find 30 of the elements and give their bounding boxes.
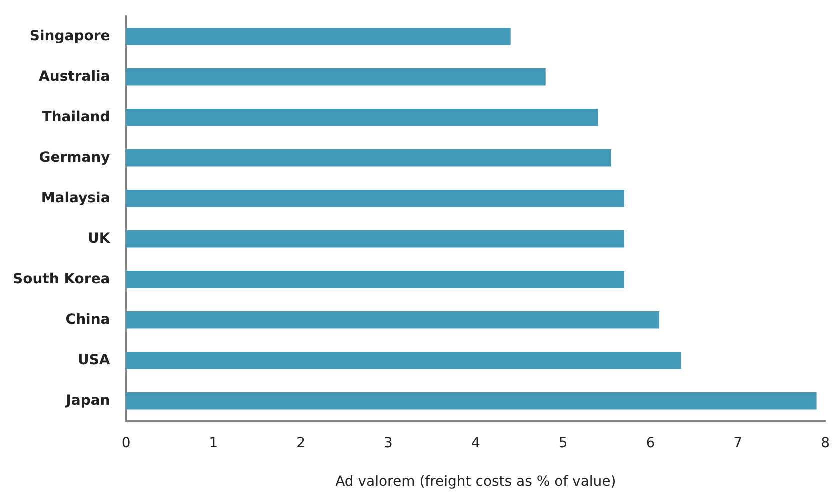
y-tick-label: Singapore bbox=[30, 28, 110, 44]
y-tick-label: UK bbox=[88, 230, 112, 247]
bar bbox=[126, 150, 612, 167]
y-tick-label: Thailand bbox=[42, 109, 110, 126]
x-tick-label: 4 bbox=[471, 435, 480, 452]
x-tick-label: 6 bbox=[646, 435, 656, 452]
bar bbox=[126, 352, 682, 370]
x-axis-title: Ad valorem (freight costs as % of value) bbox=[336, 474, 616, 490]
y-tick-label: Malaysia bbox=[41, 190, 110, 206]
bar bbox=[126, 68, 546, 86]
bar bbox=[126, 109, 598, 126]
bar bbox=[126, 28, 511, 46]
x-tick-label: 5 bbox=[558, 435, 568, 452]
bar bbox=[126, 190, 625, 208]
bar bbox=[126, 230, 625, 248]
y-tick-label: Germany bbox=[39, 150, 110, 166]
y-tick-label: Australia bbox=[39, 68, 110, 85]
x-tick-label: 0 bbox=[122, 435, 131, 452]
x-tick-label: 1 bbox=[209, 435, 218, 452]
bar bbox=[126, 312, 660, 329]
bar bbox=[126, 271, 625, 288]
x-tick-label: 8 bbox=[821, 435, 830, 452]
x-tick-label: 7 bbox=[734, 435, 743, 452]
bar bbox=[126, 392, 817, 410]
x-tick-label: 2 bbox=[296, 435, 306, 452]
y-tick-label: South Korea bbox=[12, 271, 110, 288]
y-tick-label: Japan bbox=[65, 392, 110, 409]
y-tick-label: China bbox=[66, 312, 110, 328]
x-tick-label: 3 bbox=[384, 435, 393, 452]
y-tick-label: USA bbox=[78, 352, 110, 368]
